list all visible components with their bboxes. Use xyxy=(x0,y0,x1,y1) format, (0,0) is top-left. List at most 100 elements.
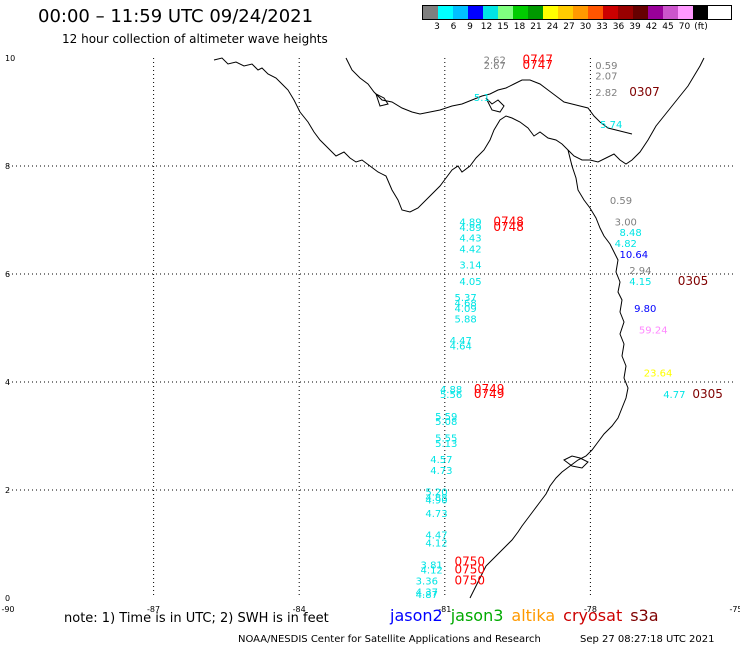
swh-value-label: 2.07 xyxy=(595,72,617,83)
swh-value-label: 4.05 xyxy=(459,277,481,288)
legend-label: 30 xyxy=(579,22,592,32)
swh-value-label: 4.12 xyxy=(425,539,447,550)
y-tick-label: 2 xyxy=(5,486,10,495)
legend-swatch xyxy=(588,6,603,19)
legend-swatch xyxy=(603,6,618,19)
coastline-inlet-1 xyxy=(485,97,505,113)
swh-value-label: 5.55 xyxy=(435,433,457,444)
legend-swatch xyxy=(453,6,468,19)
legend-label: 70 xyxy=(678,22,691,32)
pass-time-label: 0750 xyxy=(455,563,486,577)
swh-value-label: 4.73 xyxy=(425,509,447,520)
pass-time-label: 0748 xyxy=(493,220,524,234)
swh-value-label: 4.42 xyxy=(459,244,481,255)
map-title: 00:00 – 11:59 UTC 09/24/2021 xyxy=(38,6,314,27)
legend-swatch xyxy=(468,6,483,19)
swh-value-label: 4.89 xyxy=(459,217,481,228)
pass-time-label: 0748 xyxy=(493,214,524,228)
legend-label: 21 xyxy=(530,22,542,32)
swh-value-label: 4.82 xyxy=(615,239,637,250)
swh-value-label: 2.62 xyxy=(484,55,506,66)
pass-time-label: 0750 xyxy=(455,555,486,569)
x-tick-label: -75 xyxy=(729,605,740,614)
swh-value-label: 3.81 xyxy=(421,560,443,571)
legend-swatch xyxy=(633,6,648,19)
swh-value-label: 0.59 xyxy=(610,196,632,207)
y-tick-label: 10 xyxy=(5,54,15,63)
pass-time-label: 0747 xyxy=(522,52,553,66)
legend-swatch xyxy=(693,6,708,19)
swh-value-label: 5.59 xyxy=(435,412,457,423)
swh-value-label: 2.67 xyxy=(484,61,506,72)
swh-value-label: 2.82 xyxy=(595,88,617,99)
coastline-north xyxy=(213,57,705,213)
coastline-inlet-2 xyxy=(375,93,389,107)
swh-value-label: 2.94 xyxy=(629,266,651,277)
legend-label: 12 xyxy=(480,22,493,32)
swh-value-label: 5.74 xyxy=(600,120,622,131)
y-tick-label: 0 xyxy=(5,594,10,603)
pass-time-label: 0307 xyxy=(629,85,660,99)
legend-swatch xyxy=(678,6,693,19)
swh-value-label: 4.47 xyxy=(450,336,472,347)
legend-label: 9 xyxy=(467,22,473,32)
legend-swatch xyxy=(573,6,588,19)
swh-value-label: 5.08 xyxy=(435,417,457,428)
legend-swatch xyxy=(498,6,513,19)
map-subtitle: 12 hour collection of altimeter wave hei… xyxy=(62,32,328,46)
swh-value-label: 3.00 xyxy=(615,217,637,228)
swh-value-label: 4.12 xyxy=(421,566,443,577)
swh-value-label: 5.1 xyxy=(474,93,490,104)
x-tick-label: -84 xyxy=(293,605,306,614)
legend-label: 39 xyxy=(629,22,641,32)
legend-swatch xyxy=(618,6,633,19)
swh-value-label: 4.87 xyxy=(416,590,438,601)
swh-value-label: 23.64 xyxy=(644,369,673,380)
pass-time-label: 0749 xyxy=(474,387,505,401)
x-tick-label: -90 xyxy=(1,605,14,614)
timestamp: Sep 27 08:27:18 UTC 2021 xyxy=(580,634,715,645)
legend-swatch xyxy=(558,6,573,19)
satellite-name-s3a: s3a xyxy=(630,606,659,625)
swh-value-label: 5.56 xyxy=(440,390,462,401)
legend-swatch xyxy=(663,6,678,19)
legend-label: 18 xyxy=(513,22,526,32)
swh-value-label: 5.88 xyxy=(455,315,477,326)
coastline-caribbean-north xyxy=(345,57,633,135)
legend-label: 45 xyxy=(662,22,674,32)
legend-swatch xyxy=(648,6,663,19)
legend-label: 15 xyxy=(497,22,509,32)
swh-value-label: 3.36 xyxy=(416,577,438,588)
swh-value-label: 5.37 xyxy=(455,293,477,304)
footnote: note: 1) Time is in UTC; 2) SWH is in fe… xyxy=(64,611,329,626)
swh-value-label: 4.88 xyxy=(440,385,462,396)
coastline xyxy=(213,57,705,599)
x-tick-label: -87 xyxy=(147,605,160,614)
coastline-islands xyxy=(563,455,589,469)
legend-labels: 3 6 9 12 15 18 21 24 27 30 33 36 39 42 45 70 (ft) xyxy=(422,20,732,34)
lat-lon-grid xyxy=(8,58,736,598)
legend-label: 42 xyxy=(645,22,658,32)
x-tick-label: -81 xyxy=(438,605,451,614)
legend-label: 27 xyxy=(563,22,575,32)
legend-swatch xyxy=(483,6,498,19)
satellite-legend: jason2 jason3 altika cryosat s3a xyxy=(390,606,667,625)
swh-value-label: 4.88 xyxy=(425,493,447,504)
legend-swatches xyxy=(422,5,732,20)
coastline-pacific-colombia xyxy=(469,149,629,599)
swh-value-label: 4.37 xyxy=(416,587,438,598)
y-tick-label: 6 xyxy=(5,270,10,279)
swh-value-label: 0.59 xyxy=(595,61,617,72)
x-tick-label: -78 xyxy=(584,605,597,614)
swh-value-label: 4.47 xyxy=(425,531,447,542)
legend-swatch xyxy=(528,6,543,19)
swh-value-label: 4.64 xyxy=(450,342,472,353)
legend-swatch xyxy=(423,6,438,19)
swh-value-label: 9.80 xyxy=(634,304,656,315)
legend-label: 6 xyxy=(450,22,457,32)
legend-label: (ft) xyxy=(694,22,708,32)
satellite-name-jason2: jason2 xyxy=(390,606,443,625)
legend-swatch xyxy=(513,6,528,19)
